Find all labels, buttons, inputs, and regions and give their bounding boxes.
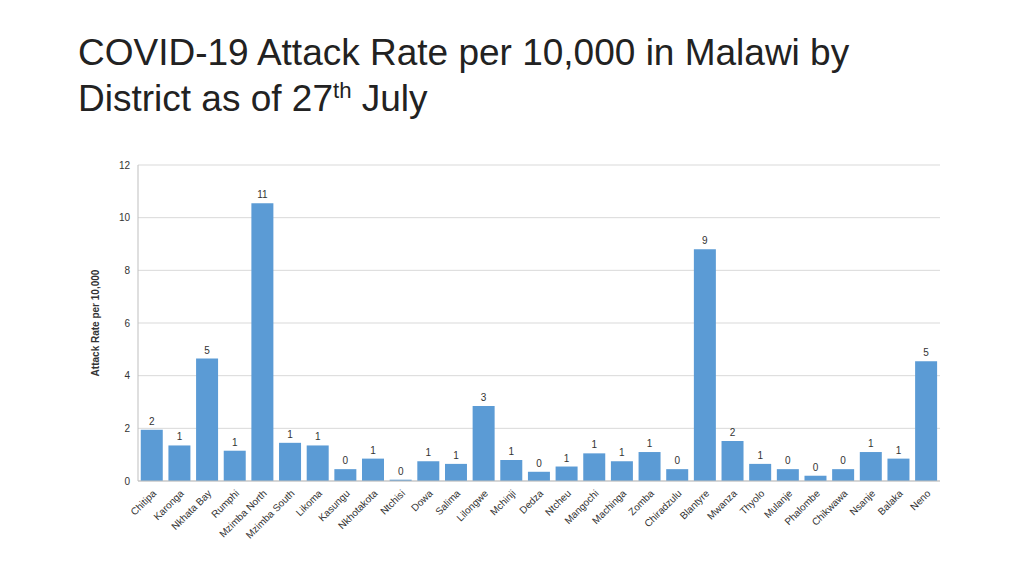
svg-text:0: 0 (343, 455, 349, 466)
svg-text:Mangochi: Mangochi (562, 487, 601, 527)
svg-text:Mulanje: Mulanje (761, 487, 795, 521)
svg-text:Machinga: Machinga (590, 487, 629, 526)
svg-text:2: 2 (124, 423, 130, 434)
svg-text:0: 0 (840, 455, 846, 466)
svg-text:0: 0 (536, 458, 542, 469)
svg-text:1: 1 (426, 447, 432, 458)
svg-text:1: 1 (896, 445, 902, 456)
svg-text:5: 5 (923, 347, 929, 358)
svg-text:2: 2 (149, 416, 155, 427)
svg-text:Dedza: Dedza (517, 487, 546, 516)
svg-text:Blantyre: Blantyre (677, 487, 712, 522)
svg-text:Chiradzulu: Chiradzulu (642, 488, 684, 530)
svg-text:Phalombe: Phalombe (782, 487, 822, 528)
svg-text:5: 5 (204, 345, 210, 356)
svg-text:Nkhata Bay: Nkhata Bay (169, 488, 213, 532)
svg-text:Mzimba North: Mzimba North (217, 488, 269, 540)
svg-text:Rumphi: Rumphi (209, 487, 242, 520)
svg-text:Zomba: Zomba (626, 487, 657, 518)
svg-text:2: 2 (730, 427, 736, 438)
svg-text:1: 1 (453, 450, 459, 461)
svg-text:Karonga: Karonga (151, 487, 186, 523)
svg-text:1: 1 (757, 450, 763, 461)
svg-text:Chitipa: Chitipa (128, 487, 159, 518)
svg-text:1: 1 (868, 438, 874, 449)
svg-text:1: 1 (287, 429, 293, 440)
svg-text:Mchinji: Mchinji (488, 488, 518, 518)
svg-text:1: 1 (370, 445, 376, 456)
svg-text:Lilongwe: Lilongwe (454, 487, 490, 523)
svg-text:Attack Rate per 10,000: Attack Rate per 10,000 (90, 269, 101, 376)
svg-text:Thyolo: Thyolo (737, 487, 767, 517)
svg-text:Likoma: Likoma (293, 487, 325, 519)
svg-text:0: 0 (785, 455, 791, 466)
svg-text:10: 10 (119, 212, 131, 223)
svg-text:Nkhotakota: Nkhotakota (336, 487, 380, 531)
svg-text:12: 12 (119, 160, 131, 171)
svg-text:3: 3 (481, 392, 487, 403)
svg-text:1: 1 (564, 453, 570, 464)
svg-text:1: 1 (315, 431, 321, 442)
svg-text:1: 1 (232, 437, 238, 448)
svg-text:Salima: Salima (433, 487, 463, 518)
svg-text:Mwanza: Mwanza (705, 487, 739, 521)
svg-text:1: 1 (591, 439, 597, 450)
svg-text:6: 6 (124, 318, 130, 329)
svg-text:8: 8 (124, 265, 130, 276)
svg-text:Balaka: Balaka (876, 487, 906, 517)
svg-text:Neno: Neno (908, 487, 933, 512)
svg-text:11: 11 (257, 189, 268, 200)
svg-text:0: 0 (813, 462, 819, 473)
svg-text:Chikwawa: Chikwawa (810, 487, 850, 527)
svg-text:1: 1 (509, 446, 515, 457)
svg-text:1: 1 (177, 431, 183, 442)
svg-text:Ntchisi: Ntchisi (378, 488, 407, 517)
svg-text:0: 0 (398, 466, 404, 477)
svg-text:Ntcheu: Ntcheu (542, 487, 574, 518)
svg-text:Mzimba South: Mzimba South (244, 488, 297, 541)
svg-text:4: 4 (124, 370, 130, 381)
svg-text:0: 0 (674, 455, 680, 466)
svg-text:1: 1 (647, 438, 653, 449)
svg-text:Nsanje: Nsanje (847, 487, 877, 517)
svg-text:Dowa: Dowa (409, 487, 435, 513)
svg-text:0: 0 (124, 476, 130, 487)
svg-text:Kasungu: Kasungu (316, 487, 352, 524)
svg-text:9: 9 (702, 235, 708, 246)
svg-text:1: 1 (619, 447, 625, 458)
html-text:COVID-19 Attack Rate per 10,00: COVID-19 Attack Rate per 10,000 in Malaw… (78, 32, 850, 120)
